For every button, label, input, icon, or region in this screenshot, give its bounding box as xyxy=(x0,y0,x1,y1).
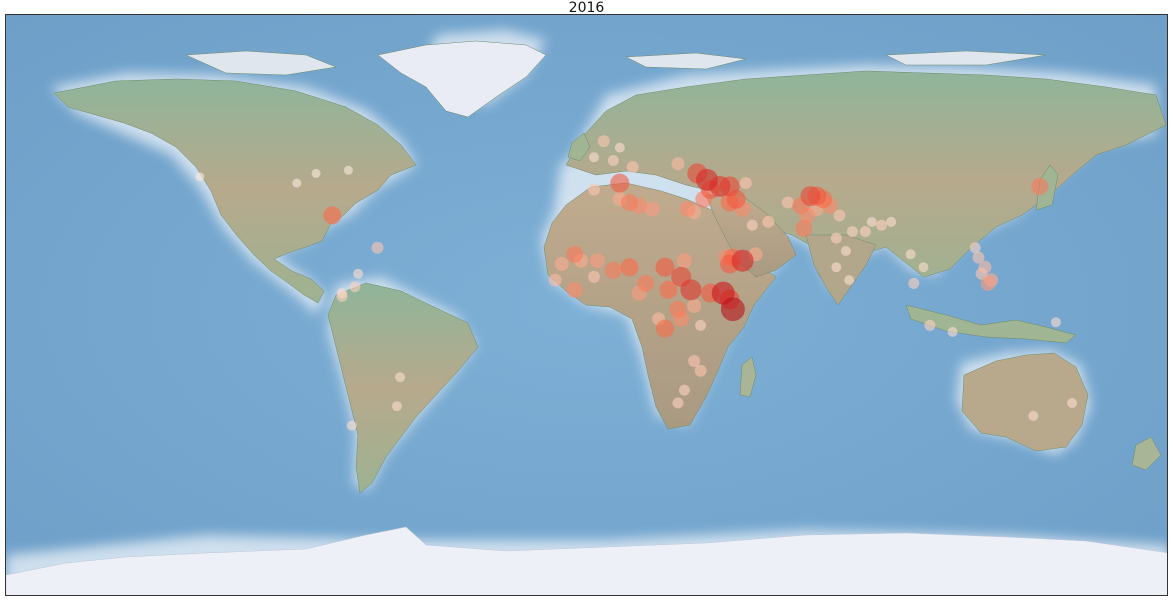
event-marker xyxy=(833,209,846,222)
event-marker xyxy=(292,178,302,188)
event-marker xyxy=(656,319,674,338)
event-marker xyxy=(694,364,707,377)
south-america xyxy=(327,282,479,494)
event-marker xyxy=(795,219,813,237)
event-marker xyxy=(626,161,639,173)
world-map[interactable] xyxy=(5,14,1168,596)
event-marker xyxy=(679,201,696,217)
event-marker xyxy=(859,226,871,238)
event-marker xyxy=(886,216,897,227)
event-marker xyxy=(671,157,685,171)
event-marker xyxy=(876,219,887,231)
event-marker xyxy=(655,257,675,277)
event-marker xyxy=(746,219,758,231)
event-marker xyxy=(905,249,916,260)
event-marker xyxy=(336,290,348,302)
event-marker xyxy=(610,173,630,193)
australia xyxy=(961,352,1089,452)
event-marker xyxy=(918,262,929,273)
event-marker xyxy=(644,201,660,217)
event-marker xyxy=(800,186,821,207)
event-marker xyxy=(1031,177,1049,195)
event-marker xyxy=(672,397,684,409)
event-marker xyxy=(566,245,584,263)
event-marker xyxy=(678,384,690,396)
event-marker xyxy=(846,226,858,238)
event-marker xyxy=(1067,398,1078,408)
madagascar xyxy=(739,356,757,398)
event-marker xyxy=(739,177,752,190)
event-marker xyxy=(395,372,406,383)
map-canvas xyxy=(6,15,1167,595)
event-marker xyxy=(604,261,622,279)
event-marker xyxy=(831,262,842,273)
event-marker xyxy=(908,277,920,289)
arabia xyxy=(705,194,797,278)
indonesia xyxy=(905,304,1077,344)
event-marker xyxy=(371,241,384,254)
event-marker xyxy=(1028,410,1039,421)
event-marker xyxy=(947,326,958,337)
greenland xyxy=(377,40,547,118)
event-marker xyxy=(391,401,402,412)
event-marker xyxy=(588,270,600,283)
event-marker xyxy=(346,420,357,431)
event-marker xyxy=(597,135,610,148)
event-marker xyxy=(607,155,619,166)
event-marker xyxy=(840,246,851,256)
event-marker xyxy=(637,274,655,292)
antarctica xyxy=(6,526,1167,595)
event-marker xyxy=(311,168,321,178)
event-marker xyxy=(695,319,707,331)
event-marker xyxy=(978,260,992,274)
event-marker xyxy=(669,300,687,318)
new-zealand xyxy=(1131,436,1162,471)
event-marker xyxy=(720,297,745,322)
event-marker xyxy=(830,232,842,244)
event-marker xyxy=(980,275,996,291)
event-marker xyxy=(548,273,562,287)
event-marker xyxy=(353,268,364,279)
event-marker xyxy=(924,319,936,331)
event-marker xyxy=(323,206,342,225)
land xyxy=(6,40,1167,595)
india xyxy=(805,234,877,306)
event-marker xyxy=(349,281,361,293)
event-marker xyxy=(762,215,775,228)
event-marker xyxy=(731,249,754,272)
event-marker xyxy=(620,258,639,277)
event-marker xyxy=(614,142,625,153)
event-marker xyxy=(621,194,638,211)
event-markers xyxy=(195,135,1078,431)
arctic-islands xyxy=(185,50,1047,76)
event-marker xyxy=(972,251,985,264)
event-marker xyxy=(554,257,569,271)
map-title: 2016 xyxy=(568,0,605,16)
event-marker xyxy=(588,183,600,196)
event-marker xyxy=(589,152,599,163)
uk xyxy=(567,132,591,162)
event-marker xyxy=(1050,317,1061,328)
event-marker xyxy=(659,280,678,299)
event-marker xyxy=(676,253,692,269)
event-marker xyxy=(680,279,702,301)
event-marker xyxy=(969,242,981,254)
event-marker xyxy=(866,216,877,227)
event-marker xyxy=(688,355,701,367)
event-marker xyxy=(696,168,718,191)
event-marker xyxy=(781,196,794,209)
north-america xyxy=(53,78,417,304)
event-marker xyxy=(566,281,583,298)
event-marker xyxy=(844,275,855,286)
event-marker xyxy=(589,253,605,269)
event-marker xyxy=(195,172,205,182)
event-marker xyxy=(343,165,353,175)
event-marker xyxy=(687,299,702,313)
